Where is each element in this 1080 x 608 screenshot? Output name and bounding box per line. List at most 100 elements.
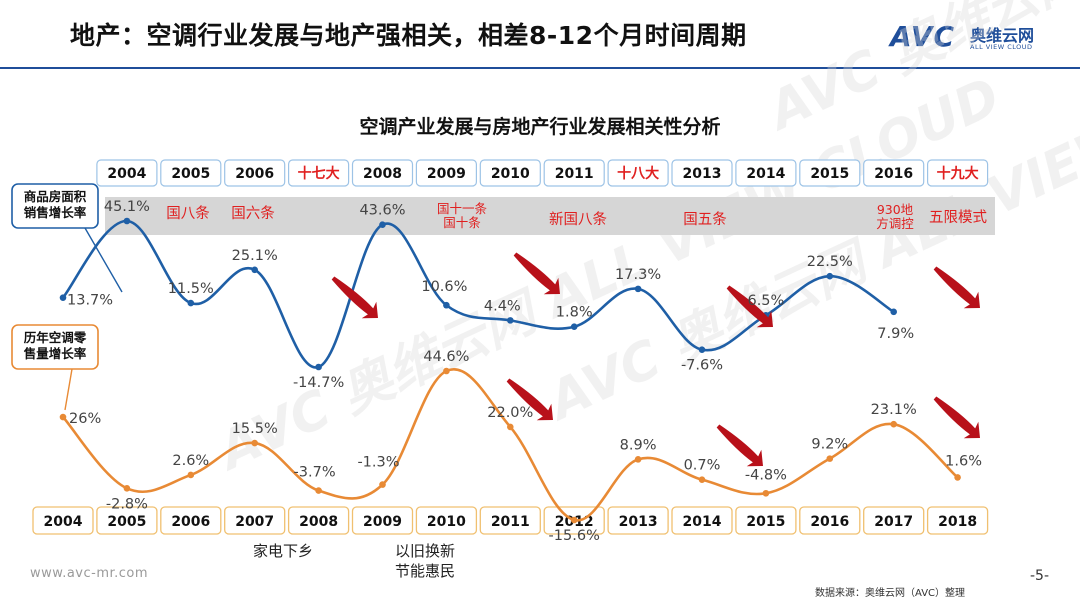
- data-point: [187, 299, 195, 307]
- top-axis-box: [543, 159, 605, 187]
- bottom-axis-label: 2010: [427, 514, 466, 530]
- page-number: -5-: [1030, 568, 1050, 584]
- top-axis-label: 2005: [171, 166, 210, 182]
- trend-arrow-shape: [933, 266, 981, 309]
- ac-series-label: 售量增长率: [24, 346, 87, 361]
- data-label: 8.9%: [620, 437, 657, 453]
- stimulus-annotation: 节能惠民: [395, 562, 455, 580]
- policy-annotation: 方调控: [876, 216, 914, 231]
- policy-annotation: 国五条: [683, 211, 727, 228]
- data-label: -2.8%: [106, 496, 148, 512]
- top-axis-box: [96, 159, 158, 187]
- policy-annotation: 国六条: [231, 205, 275, 222]
- data-label: 25.1%: [232, 248, 278, 264]
- housing-series-callout: [11, 183, 99, 229]
- data-label: 23.1%: [871, 402, 917, 418]
- bottom-axis-label: 2009: [363, 514, 402, 530]
- data-point: [123, 217, 131, 225]
- top-axis-box: [351, 159, 414, 187]
- bottom-axis-box: [863, 506, 925, 535]
- data-label: 2.6%: [172, 453, 209, 469]
- data-label: -3.7%: [294, 465, 336, 481]
- data-label: 7.9%: [877, 326, 914, 342]
- bottom-axis-box: [32, 506, 94, 535]
- data-label: 0.7%: [684, 458, 721, 474]
- data-point: [826, 272, 834, 280]
- stimulus-annotation: 家电下乡: [253, 542, 313, 560]
- data-point: [315, 487, 322, 494]
- top-axis-label: 2011: [555, 166, 594, 182]
- bottom-axis-box: [735, 506, 797, 535]
- top-axis-box: [863, 159, 925, 187]
- top-axis-label: 十七大: [298, 165, 340, 182]
- trend-arrow-shape: [331, 276, 379, 319]
- data-point: [634, 456, 642, 463]
- data-label: 1.6%: [945, 453, 982, 469]
- trend-arrow: [933, 396, 981, 439]
- top-axis-label: 2009: [427, 166, 466, 182]
- data-point: [251, 439, 258, 447]
- trend-arrow: [933, 266, 981, 309]
- data-point: [315, 363, 322, 371]
- data-point: [890, 308, 897, 316]
- bottom-axis-box: [926, 506, 989, 535]
- bottom-axis-box: [351, 506, 414, 535]
- policy-annotation: 新国八条: [549, 211, 607, 228]
- ac-callout-pointer: [64, 368, 73, 411]
- data-point: [59, 294, 67, 301]
- data-point: [123, 485, 131, 492]
- top-axis-label: 2004: [107, 166, 146, 182]
- data-label: -14.7%: [293, 375, 344, 391]
- trend-arrow: [716, 424, 764, 467]
- housing-series-label: 商品房面积: [24, 189, 87, 204]
- data-point: [379, 221, 386, 228]
- data-point: [59, 413, 67, 421]
- brand-avc-text: AVC: [890, 20, 955, 53]
- bottom-axis-label: 2013: [619, 514, 658, 530]
- top-axis-label: 2006: [235, 166, 274, 182]
- bottom-axis-box: [160, 506, 222, 535]
- data-label: 1.8%: [556, 305, 593, 321]
- bottom-axis-label: 2007: [235, 514, 274, 530]
- brand-en-text: ALL VIEW CLOUD: [970, 43, 1033, 51]
- bottom-axis-label: 2005: [107, 514, 146, 530]
- data-point: [187, 471, 195, 479]
- top-axis-box: [288, 159, 350, 187]
- data-label: 22.0%: [487, 405, 533, 421]
- top-axis-label: 2013: [683, 166, 722, 182]
- top-axis-label: 十九大: [937, 165, 979, 182]
- bottom-axis-label: 2016: [810, 514, 849, 530]
- bottom-axis-box: [671, 506, 733, 535]
- bottom-axis-box: [479, 506, 541, 535]
- ac-series-callout: [11, 324, 99, 370]
- policy-annotation: 国十条: [443, 215, 481, 230]
- housing-series-label: 销售增长率: [24, 205, 87, 220]
- data-label: 9.2%: [811, 437, 848, 453]
- policy-annotation: 五限模式: [929, 209, 987, 226]
- bottom-axis-label: 2008: [299, 514, 338, 530]
- header-divider: [0, 67, 1080, 69]
- data-point: [954, 474, 961, 481]
- trend-arrow-shape: [716, 424, 764, 467]
- data-point: [698, 476, 706, 483]
- ac-series-label: 历年空调零: [24, 330, 87, 345]
- policy-annotation: 国十一条: [437, 201, 488, 216]
- policy-annotation: 930地: [877, 202, 914, 217]
- trend-arrow-shape: [506, 378, 554, 421]
- data-point: [698, 346, 706, 353]
- data-label: -1.3%: [357, 455, 399, 471]
- bottom-axis-box: [415, 506, 478, 535]
- data-label: 6.5%: [747, 293, 784, 309]
- chart-title: 空调产业发展与房地产行业发展相关性分析: [359, 116, 721, 138]
- top-axis-box: [799, 159, 861, 187]
- bottom-axis-box: [287, 506, 350, 535]
- data-point: [379, 481, 386, 488]
- data-point: [570, 516, 578, 524]
- data-label: 15.5%: [232, 421, 278, 437]
- top-axis-box: [926, 159, 989, 187]
- trend-arrow: [513, 252, 561, 295]
- top-axis-box: [607, 159, 669, 187]
- page-title: 地产：空调行业发展与地产强相关，相差8-12个月时间周期: [70, 21, 747, 50]
- bottom-axis-label: 2017: [874, 514, 913, 530]
- bottom-axis-label: 2011: [491, 514, 530, 530]
